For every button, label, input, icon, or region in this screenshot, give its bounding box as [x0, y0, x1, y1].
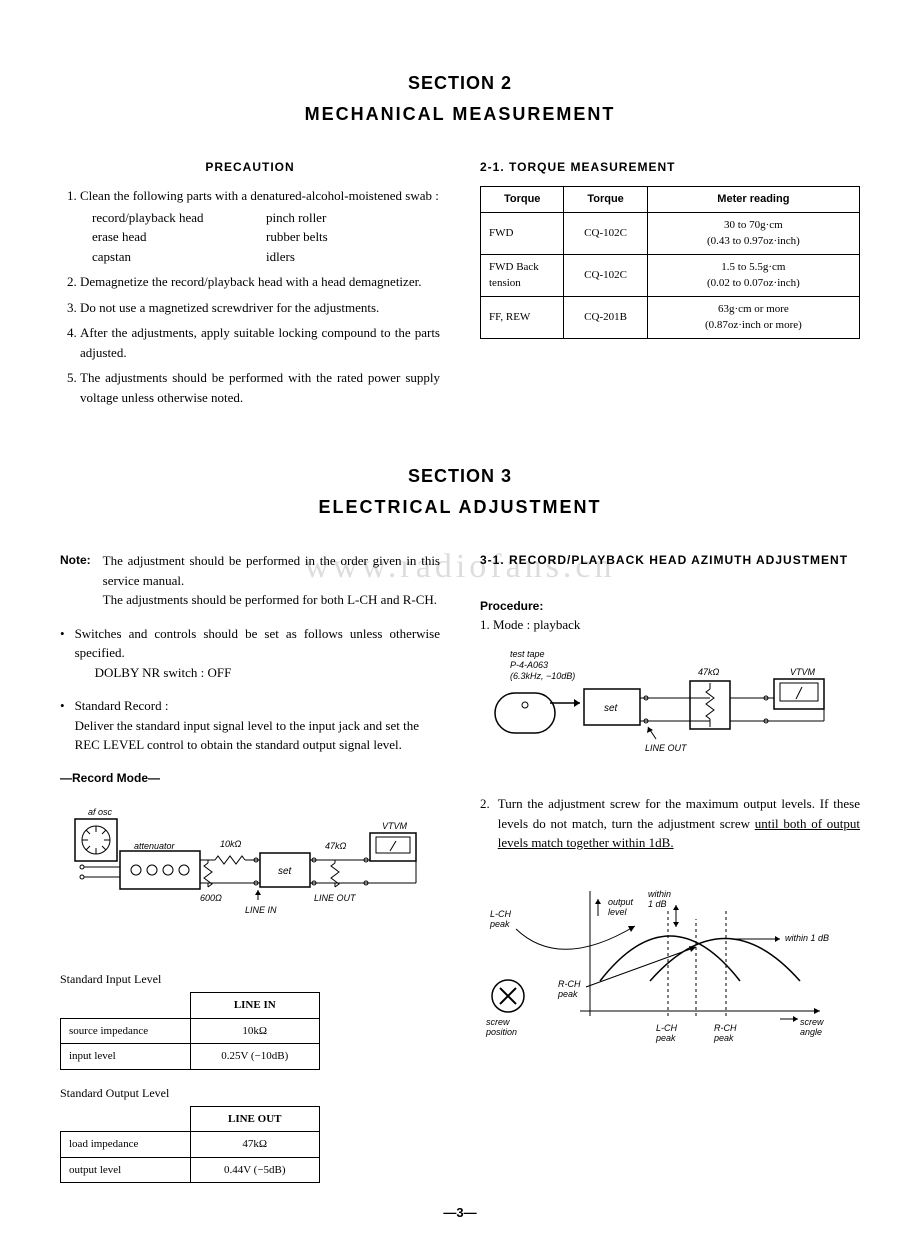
part-2-3: idlers [266, 247, 440, 267]
svg-text:within 1 dB: within 1 dB [785, 933, 829, 943]
svg-text:(6.3kHz, −10dB): (6.3kHz, −10dB) [510, 671, 575, 681]
output-r2c2: 0.44V (−5dB) [190, 1157, 320, 1183]
bullet-icon: • [60, 624, 65, 683]
precaution-item-3: Do not use a magnetized screwdriver for … [80, 298, 440, 318]
torque-r1c3: 30 to 70g·cm (0.43 to 0.97oz·inch) [647, 212, 859, 254]
part-1-2: erase head [92, 227, 266, 247]
torque-r3c3: 63g·cm or more (0.87oz·inch or more) [647, 296, 859, 338]
svg-text:L-CH: L-CH [656, 1023, 678, 1033]
input-level-table: LINE IN source impedance 10kΩ input leve… [60, 992, 320, 1070]
bullet2-content: Standard Record : Deliver the standard i… [75, 696, 440, 755]
svg-text:test tape: test tape [510, 649, 545, 659]
torque-r2c3: 1.5 to 5.5g·cm (0.02 to 0.07oz·inch) [647, 254, 859, 296]
section2-title: SECTION 2 [60, 70, 860, 97]
input-caption: Standard Input Level [60, 970, 440, 988]
output-r2c1: output level [61, 1157, 191, 1183]
input-r1c1: source impedance [61, 1018, 191, 1044]
torque-r1c1: FWD [481, 212, 564, 254]
svg-text:af osc: af osc [88, 807, 113, 817]
svg-text:VTVM: VTVM [382, 821, 408, 831]
page-number: —3— [60, 1203, 860, 1223]
record-mode-diagram: af osc attenuator [60, 805, 440, 935]
svg-text:VTVM: VTVM [790, 667, 816, 677]
svg-text:L-CH: L-CH [490, 909, 512, 919]
svg-text:peak: peak [713, 1033, 734, 1043]
part-2-1: pinch roller [266, 208, 440, 228]
precaution-item-4: After the adjustments, apply suitable lo… [80, 323, 440, 362]
svg-text:within: within [648, 889, 671, 899]
note-label: Note: [60, 551, 91, 610]
section3-subtitle: ELECTRICAL ADJUSTMENT [60, 494, 860, 521]
svg-text:600Ω: 600Ω [200, 893, 222, 903]
svg-text:47kΩ: 47kΩ [698, 667, 720, 677]
part-1-1: record/playback head [92, 208, 266, 228]
svg-text:R-CH: R-CH [714, 1023, 737, 1033]
record-mode-heading: —Record Mode— [60, 769, 440, 787]
bullet-icon: • [60, 696, 65, 755]
proc-step-1: 1. Mode : playback [480, 615, 860, 635]
part-1-3: capstan [92, 247, 266, 267]
precaution-1-intro: Clean the following parts with a denatur… [80, 188, 439, 203]
svg-text:peak: peak [655, 1033, 676, 1043]
azimuth-heading: 3-1. RECORD/PLAYBACK HEAD AZIMUTH ADJUST… [480, 551, 860, 569]
peak-diagram: within 1 dB within 1 dB output level L-C… [480, 861, 850, 1051]
torque-r3c1: FF, REW [481, 296, 564, 338]
svg-text:angle: angle [800, 1027, 822, 1037]
torque-r3c2: CQ-201B [564, 296, 647, 338]
precaution-item-2: Demagnetize the record/playback head wit… [80, 272, 440, 292]
torque-th1: Torque [481, 187, 564, 213]
output-level-table: LINE OUT load impedance 47kΩ output leve… [60, 1106, 320, 1184]
torque-table: Torque Torque Meter reading FWD CQ-102C … [480, 186, 860, 339]
precaution-list: Clean the following parts with a denatur… [60, 186, 440, 407]
input-r2c2: 0.25V (−10dB) [190, 1044, 320, 1070]
svg-text:LINE OUT: LINE OUT [645, 743, 688, 753]
svg-text:peak: peak [557, 989, 578, 999]
svg-text:R-CH: R-CH [558, 979, 581, 989]
section3-title: SECTION 3 [60, 463, 860, 490]
input-r2c1: input level [61, 1044, 191, 1070]
section2-subtitle: MECHANICAL MEASUREMENT [60, 101, 860, 128]
torque-r1c2: CQ-102C [564, 212, 647, 254]
svg-text:47kΩ: 47kΩ [325, 841, 347, 851]
torque-heading: 2-1. TORQUE MEASUREMENT [480, 158, 860, 176]
svg-text:set: set [278, 866, 293, 877]
part-2-2: rubber belts [266, 227, 440, 247]
playback-diagram: test tape P-4-A063 (6.3kHz, −10dB) set L… [480, 643, 840, 773]
svg-text:position: position [485, 1027, 517, 1037]
bullet1-content: Switches and controls should be set as f… [75, 624, 440, 683]
procedure-label: Procedure: [480, 597, 860, 615]
output-caption: Standard Output Level [60, 1084, 440, 1102]
output-th: LINE OUT [190, 1106, 320, 1132]
torque-r2c1: FWD Back tension [481, 254, 564, 296]
torque-r2c2: CQ-102C [564, 254, 647, 296]
precaution-heading: PRECAUTION [60, 158, 440, 176]
svg-text:screw: screw [486, 1017, 510, 1027]
svg-text:level: level [608, 907, 628, 917]
torque-th3: Meter reading [647, 187, 859, 213]
input-r1c2: 10kΩ [190, 1018, 320, 1044]
svg-text:1 dB: 1 dB [648, 899, 667, 909]
svg-text:attenuator: attenuator [134, 841, 176, 851]
precaution-item-5: The adjustments should be performed with… [80, 368, 440, 407]
svg-text:set: set [604, 703, 619, 714]
precaution-item-1: Clean the following parts with a denatur… [80, 186, 440, 266]
input-th: LINE IN [190, 993, 320, 1019]
svg-text:10kΩ: 10kΩ [220, 839, 242, 849]
proc-step-2: 2. Turn the adjustment screw for the max… [480, 794, 860, 853]
svg-text:LINE OUT: LINE OUT [314, 893, 357, 903]
torque-th2: Torque [564, 187, 647, 213]
note-text: The adjustment should be performed in th… [103, 551, 440, 610]
svg-text:output: output [608, 897, 634, 907]
output-r1c1: load impedance [61, 1132, 191, 1158]
svg-text:screw: screw [800, 1017, 824, 1027]
svg-text:LINE IN: LINE IN [245, 905, 277, 915]
svg-text:peak: peak [489, 919, 510, 929]
svg-text:P-4-A063: P-4-A063 [510, 660, 548, 670]
output-r1c2: 47kΩ [190, 1132, 320, 1158]
